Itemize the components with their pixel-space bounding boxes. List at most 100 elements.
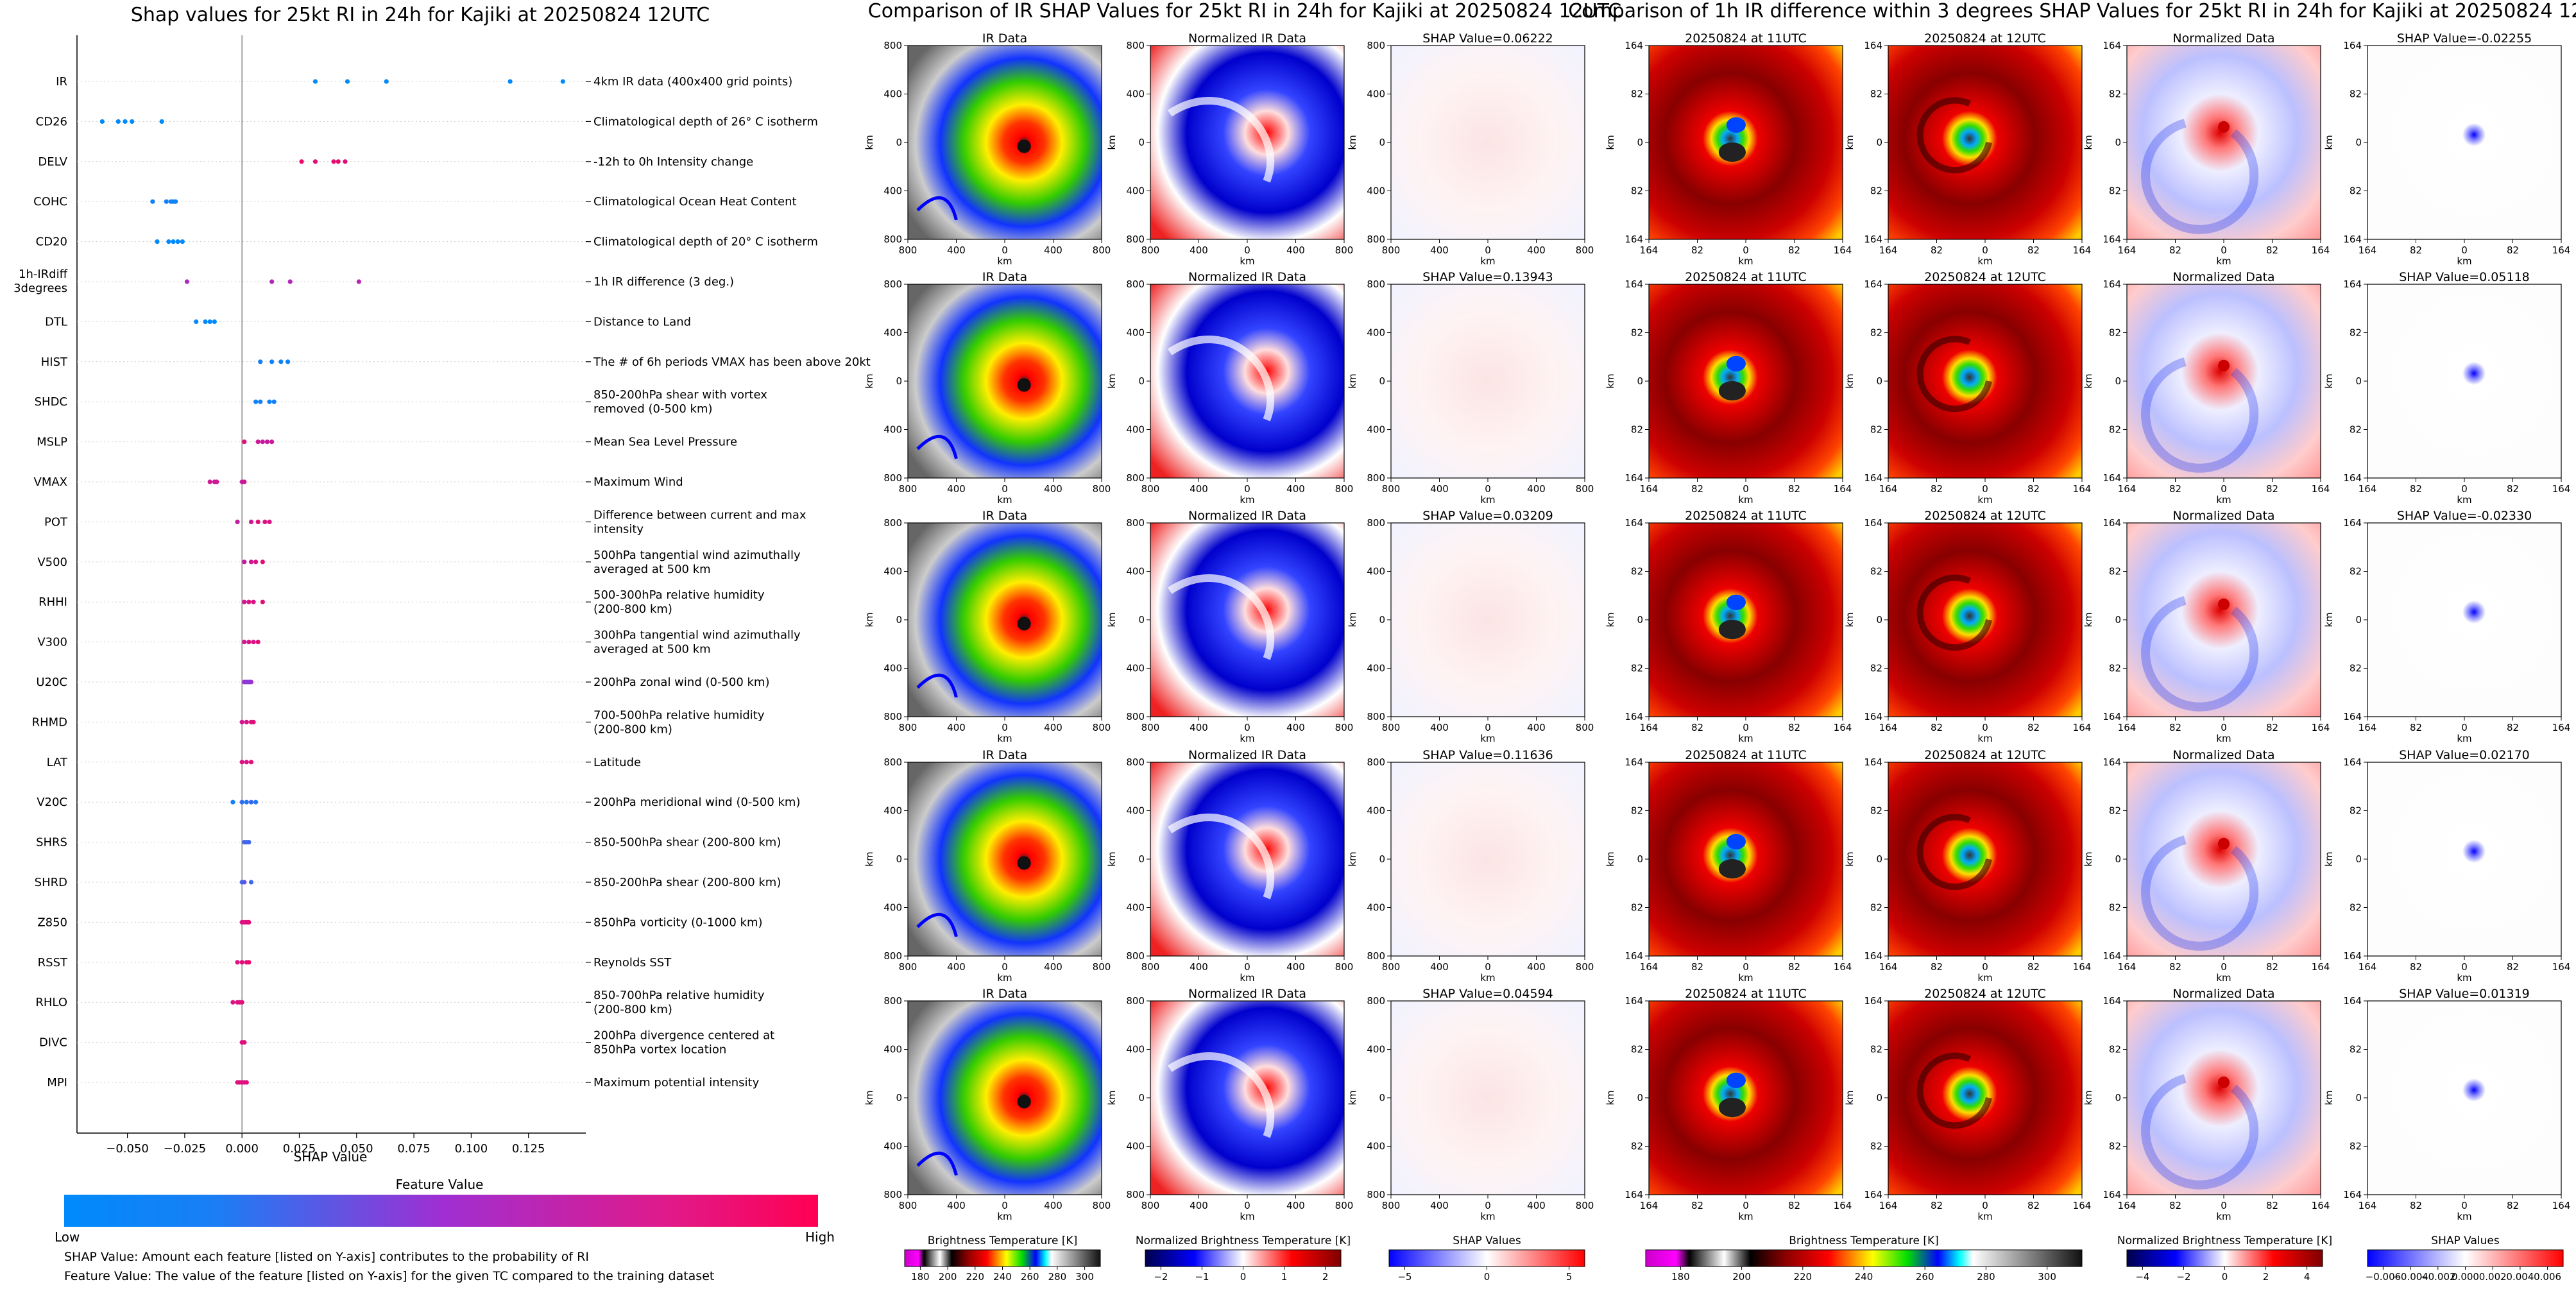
- feature-label: IR: [56, 75, 67, 89]
- spiral-band: [1916, 97, 1992, 174]
- x-tick-label: 400: [1044, 961, 1062, 973]
- x-tick-label: 164: [1640, 1200, 1659, 1211]
- x-tick-label: 82: [1931, 961, 1943, 973]
- y-tick-label: 400: [883, 1044, 902, 1055]
- x-tick-label: 164: [1879, 961, 1898, 973]
- x-tick-label: 0.100: [455, 1142, 488, 1156]
- y-tick-label: 0: [1138, 137, 1145, 148]
- x-tick-label: 0.125: [512, 1142, 545, 1156]
- feature-description: 200hPa divergence centered at: [593, 1029, 774, 1043]
- x-axis-label: km: [1480, 255, 1495, 267]
- x-axis-label: km: [997, 494, 1012, 506]
- x-tick-label: 800: [899, 1200, 917, 1211]
- shap-point: [255, 440, 260, 445]
- x-axis-label: km: [997, 255, 1012, 267]
- y-axis-label: km: [1605, 1090, 1616, 1105]
- x-tick-label: 82: [2266, 244, 2278, 256]
- shap-point: [246, 919, 252, 925]
- y-tick-label: 800: [883, 472, 902, 484]
- x-tick-label: 164: [1640, 244, 1659, 256]
- colorbar-tick-label: 0: [1240, 1271, 1247, 1283]
- y-tick-label: 400: [1367, 902, 1385, 914]
- x-axis-label: km: [997, 972, 1012, 984]
- x-tick-label: 400: [1430, 1200, 1449, 1211]
- x-tick-label: 800: [1335, 1200, 1354, 1211]
- x-tick-label: 82: [2507, 244, 2519, 256]
- x-tick-label: 800: [899, 722, 917, 733]
- colorbar-tick-label: −0.006: [2366, 1271, 2401, 1283]
- panel-title: Normalized Data: [2172, 509, 2274, 523]
- x-tick-label: 800: [899, 244, 917, 256]
- x-axis-label: km: [1977, 494, 1992, 506]
- x-tick-label: 800: [1576, 244, 1594, 256]
- shap-point: [207, 319, 212, 324]
- storm-eye: [1017, 378, 1031, 392]
- y-axis-label: km: [1106, 851, 1118, 866]
- x-axis-label: km: [2216, 972, 2231, 984]
- y-tick-label: 400: [1367, 185, 1385, 197]
- x-axis-label: km: [2457, 972, 2471, 984]
- panel-image: [2367, 522, 2562, 717]
- image-panel: 20250824 at 11UTC1641648282008282164164k…: [1605, 270, 1852, 506]
- y-tick-label: 0: [1637, 375, 1643, 387]
- shap-point: [235, 960, 240, 965]
- x-tick-label: 0: [1002, 244, 1008, 256]
- y-tick-label: 164: [2343, 278, 2362, 290]
- colorbar-tick-label: 200: [1732, 1271, 1751, 1283]
- feature-description: 1h IR difference (3 deg.): [593, 275, 734, 289]
- shap-point: [258, 359, 263, 364]
- y-tick-label: 164: [1625, 517, 1643, 529]
- shap-point: [230, 799, 235, 805]
- x-tick-label: 400: [1190, 1200, 1208, 1211]
- shap-point: [248, 519, 254, 525]
- x-tick-label: 800: [1093, 961, 1111, 973]
- x-axis-label: km: [2457, 494, 2471, 506]
- y-tick-label: 800: [883, 1189, 902, 1200]
- x-tick-label: 800: [1141, 244, 1160, 256]
- y-tick-label: 82: [1631, 327, 1643, 339]
- x-tick-label: 164: [2073, 244, 2092, 256]
- feature-value-colorbar: [64, 1195, 818, 1227]
- image-panel: Normalized IR Data8008004004000040040080…: [1106, 509, 1353, 744]
- x-tick-label: 82: [2266, 961, 2278, 973]
- panel-title: IR Data: [982, 270, 1027, 284]
- x-axis-label: km: [1240, 972, 1254, 984]
- image-panel: 20250824 at 12UTC1641648282008282164164k…: [1844, 31, 2091, 267]
- x-tick-label: 82: [2410, 722, 2422, 733]
- y-tick-label: 164: [2103, 756, 2121, 768]
- shap-point: [248, 679, 254, 685]
- panel-title: 20250824 at 11UTC: [1685, 270, 1807, 284]
- shap-point: [173, 199, 178, 204]
- y-tick-label: 400: [1126, 185, 1145, 197]
- y-tick-label: 82: [1870, 1044, 1882, 1055]
- y-tick-label: 82: [1631, 663, 1643, 674]
- x-tick-label: 164: [2358, 244, 2377, 256]
- x-tick-label: 0: [2461, 961, 2468, 973]
- colorbar-tick-label: 5: [1566, 1271, 1573, 1283]
- panel-image: [907, 762, 1102, 957]
- x-tick-label: 800: [1576, 1200, 1594, 1211]
- x-tick-label: 400: [1527, 1200, 1546, 1211]
- colorbar-tick-label: 2: [2263, 1271, 2269, 1283]
- y-tick-label: 800: [883, 234, 902, 245]
- y-tick-label: 0: [1379, 614, 1385, 626]
- feature-description: -12h to 0h Intensity change: [593, 155, 753, 169]
- y-axis-label: km: [1347, 612, 1358, 627]
- x-axis-label: km: [1480, 1211, 1495, 1222]
- x-tick-label: 400: [1430, 244, 1449, 256]
- y-tick-label: 0: [2115, 375, 2121, 387]
- image-panel: 20250824 at 12UTC1641648282008282164164k…: [1844, 270, 2091, 506]
- ir-diff-shap-grid: 20250824 at 11UTC 164 164 82 82 0 0 82 82 164 164 k…: [1605, 31, 2570, 1222]
- y-tick-label: 0: [1637, 1092, 1643, 1104]
- y-tick-label: 164: [1625, 756, 1643, 768]
- shap-point: [239, 799, 244, 805]
- feature-label: VMAX: [34, 475, 68, 489]
- y-tick-label: 400: [1126, 566, 1145, 577]
- x-tick-label: 164: [1834, 483, 1852, 495]
- y-tick-label: 0: [1637, 137, 1643, 148]
- y-axis-label: km: [1844, 135, 1855, 149]
- panel-image: [1150, 522, 1345, 717]
- colorbar-label: Normalized Brightness Temperature [K]: [2117, 1234, 2332, 1247]
- colorbar-tick-label: 280: [1977, 1271, 1995, 1283]
